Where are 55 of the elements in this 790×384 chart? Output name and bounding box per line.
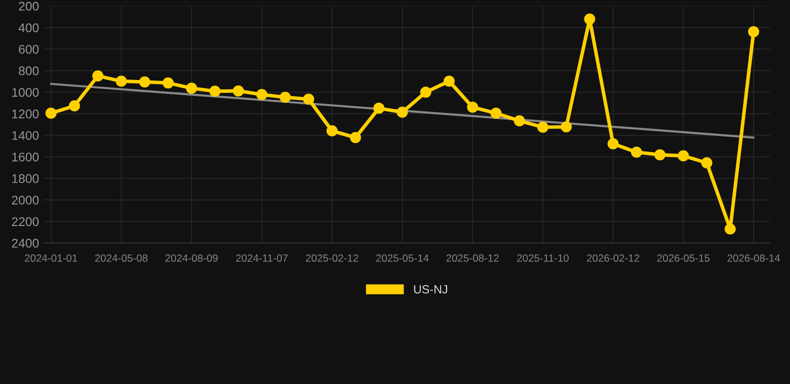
point	[373, 102, 384, 114]
y-tick-label: 1600	[12, 152, 39, 162]
y-tick-label: 1200	[12, 110, 39, 118]
point	[45, 108, 57, 119]
point	[303, 94, 314, 105]
point	[232, 85, 244, 96]
legend-label: US-NJ	[414, 285, 448, 294]
x-tick-label: 2025-11-10	[517, 254, 569, 262]
x-tick-label: 2024-08-09	[165, 254, 218, 262]
y-tick-label: 1400	[12, 131, 39, 140]
point	[116, 76, 127, 87]
point	[350, 132, 362, 144]
point	[280, 92, 291, 103]
x-tick-label: 2026-08-14	[727, 254, 780, 262]
y-tick-label: 1800	[12, 174, 39, 184]
point	[678, 150, 689, 162]
point	[209, 86, 221, 97]
point	[467, 102, 478, 113]
point	[537, 122, 548, 133]
y-tick-label: 1000	[12, 88, 39, 97]
point	[630, 146, 642, 158]
x-tick-label: 2025-05-14	[376, 254, 429, 262]
point	[420, 86, 432, 98]
point	[584, 13, 596, 25]
point	[514, 115, 525, 126]
point	[139, 76, 150, 88]
y-tick-label: 600	[18, 44, 39, 54]
point	[326, 125, 338, 136]
x-tick-label: 2025-08-12	[446, 254, 499, 262]
x-tick-label: 2026-02-12	[586, 254, 640, 262]
x-tick-label: 2024-01-01	[24, 254, 78, 262]
point	[724, 223, 736, 235]
point	[701, 157, 712, 168]
point	[444, 76, 455, 87]
x-tick-label: 2025-02-12	[306, 254, 358, 262]
y-tick-label: 2000	[12, 196, 39, 205]
point	[654, 149, 666, 160]
point	[608, 138, 619, 150]
y-tick-label: 2200	[12, 217, 39, 226]
point	[68, 100, 80, 112]
point	[256, 88, 268, 100]
y-tick-label: 2400	[12, 238, 39, 248]
y-tick-label: 400	[18, 23, 39, 32]
y-tick-label: 800	[18, 66, 39, 76]
x-tick-label: 2024-05-08	[95, 254, 148, 262]
y-tick-label: 200	[18, 2, 39, 11]
point	[490, 108, 502, 119]
x-tick-label: 2024-11-07	[236, 254, 288, 262]
point	[396, 106, 408, 118]
point	[92, 70, 104, 82]
x-tick-label: 2026-05-15	[657, 254, 710, 262]
point	[186, 82, 198, 94]
point	[748, 26, 760, 38]
point	[162, 77, 174, 88]
point	[560, 121, 572, 132]
